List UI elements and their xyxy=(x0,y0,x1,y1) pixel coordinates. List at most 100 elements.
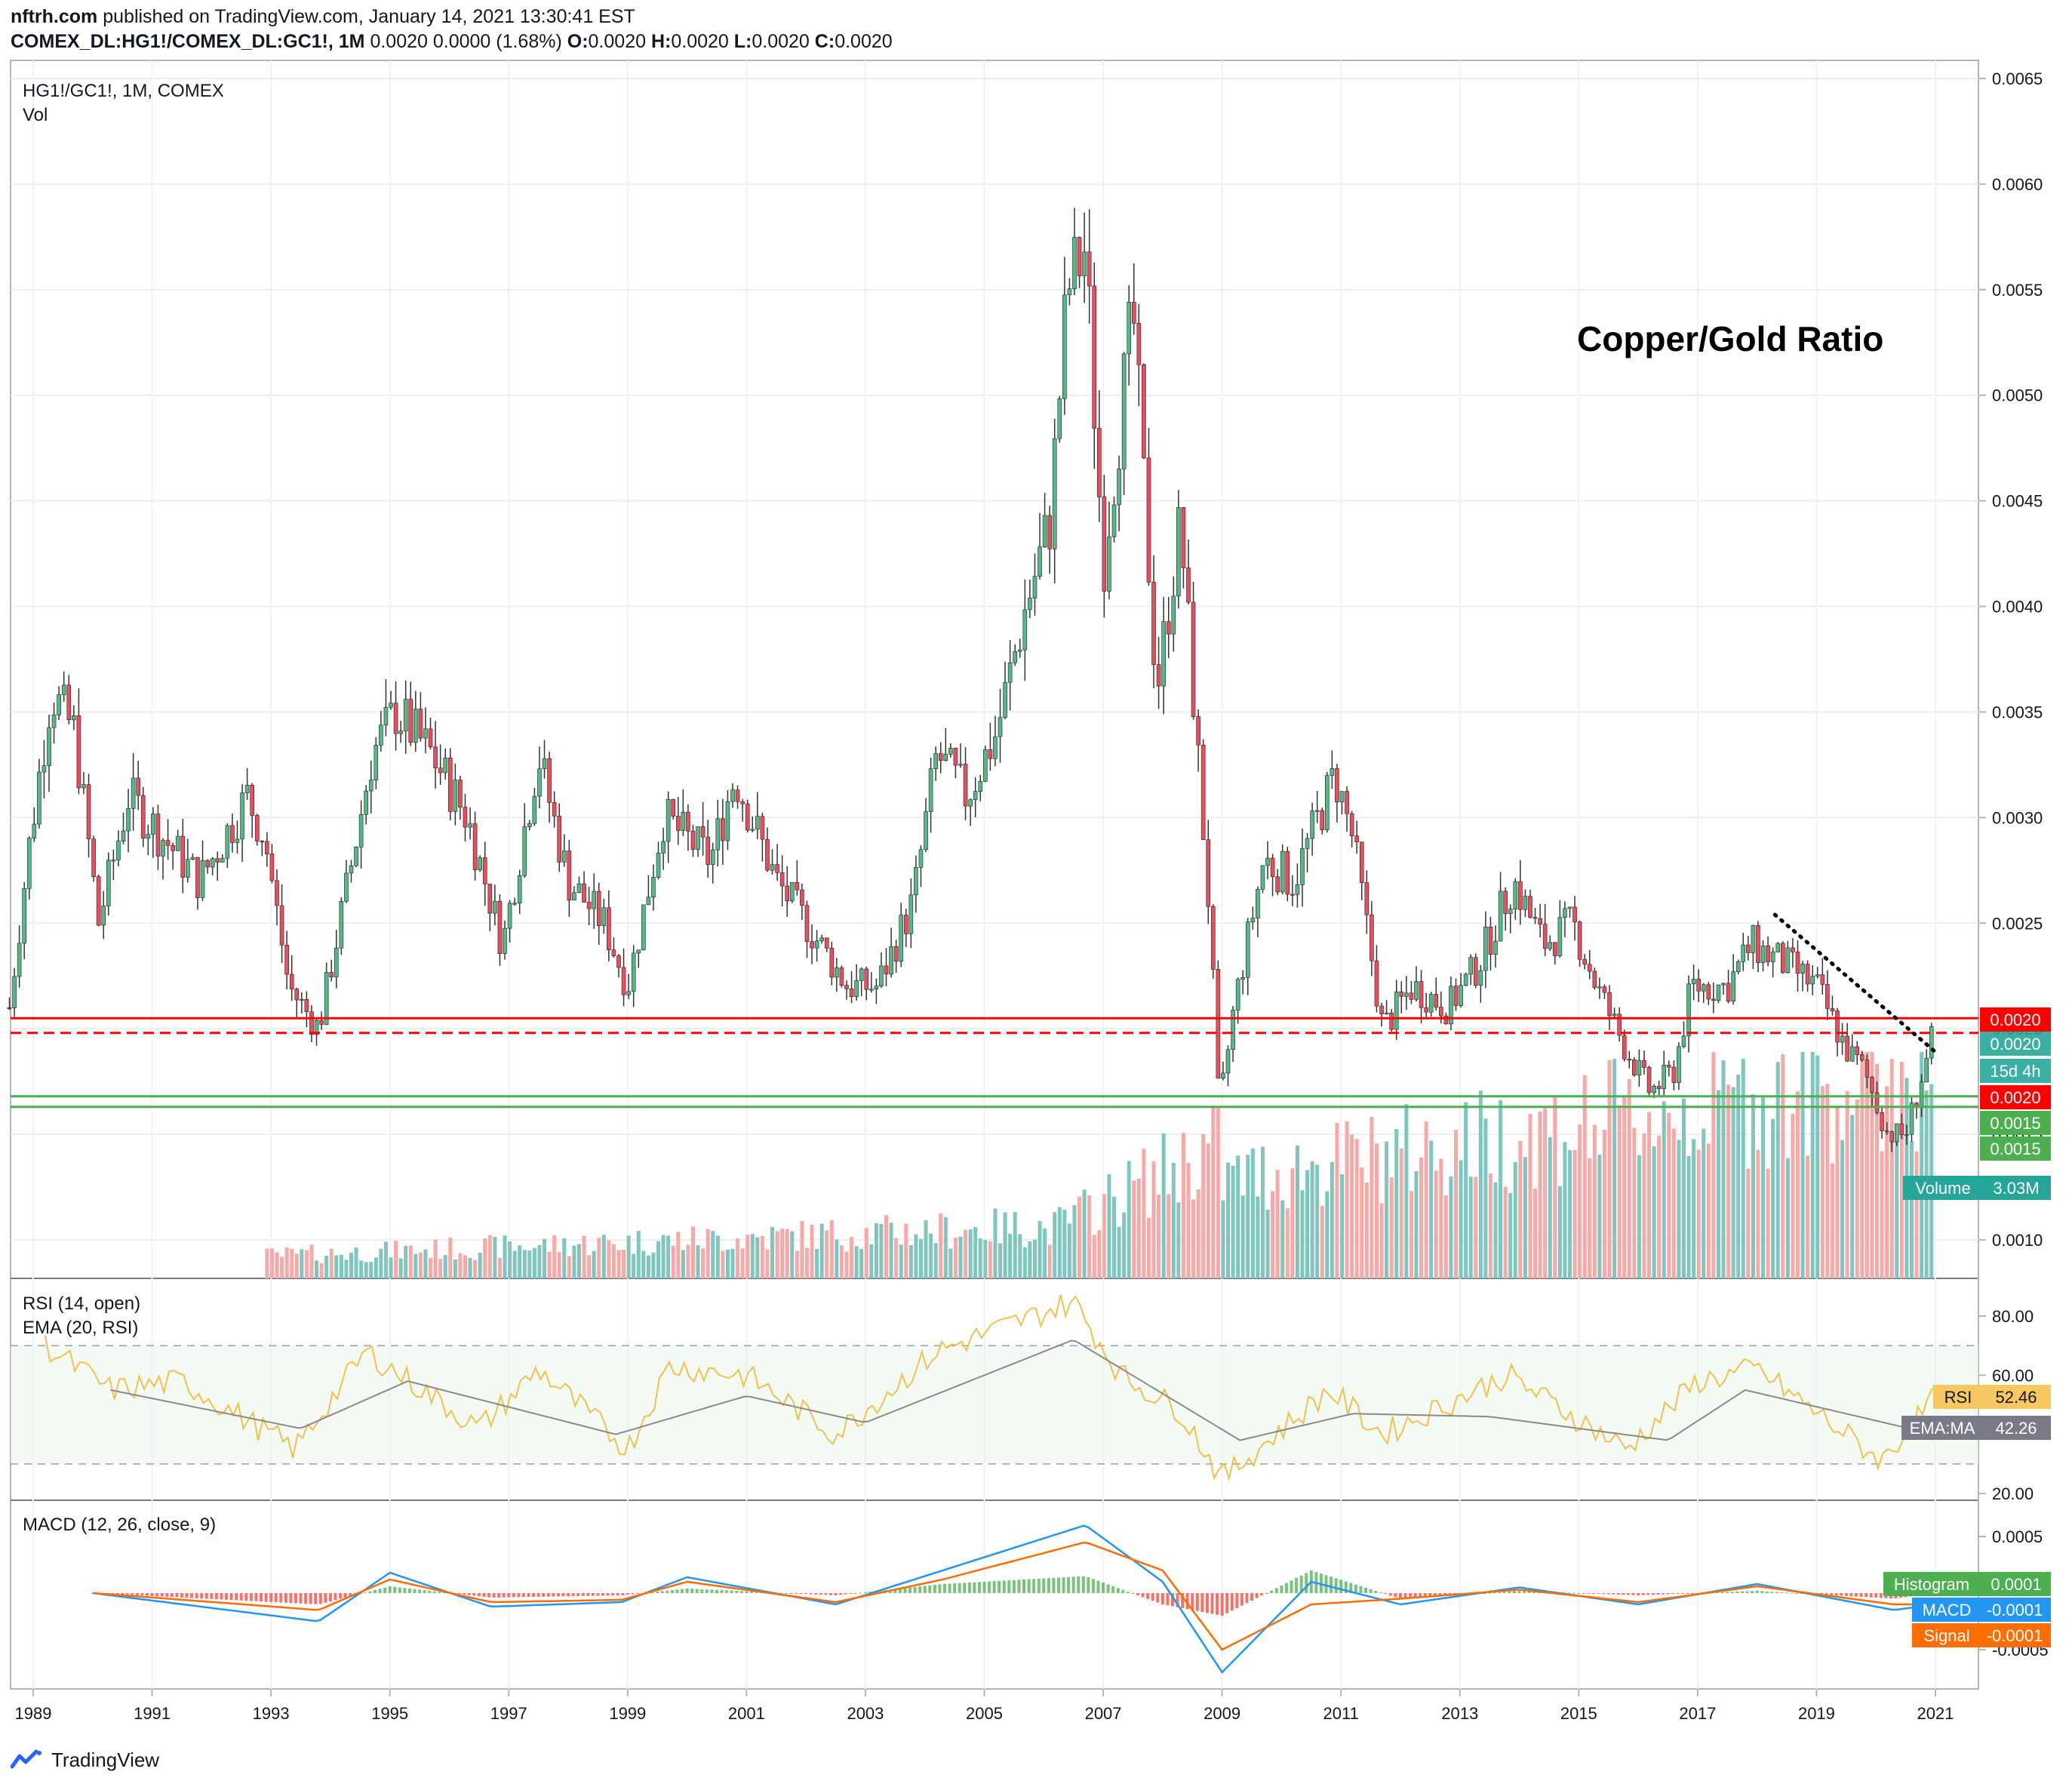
volume-bar xyxy=(1117,1226,1121,1278)
macd-histogram-bar xyxy=(1220,1593,1224,1616)
macd-histogram-bar xyxy=(403,1588,407,1593)
macd-histogram-bar xyxy=(1651,1593,1655,1595)
candle-body xyxy=(1849,1046,1855,1062)
macd-histogram-bar xyxy=(1765,1591,1769,1593)
macd-histogram-bar xyxy=(244,1593,248,1601)
macd-histogram-bar xyxy=(1755,1591,1759,1593)
macd-histogram-bar xyxy=(1820,1593,1824,1595)
volume-bar xyxy=(1191,1199,1196,1278)
tradingview-logo-icon[interactable] xyxy=(11,1749,45,1771)
ema-pane-label[interactable]: EMA (20, RSI) xyxy=(23,1318,138,1338)
volume-bar xyxy=(785,1229,789,1278)
volume-bar xyxy=(1300,1190,1305,1278)
volume-bar xyxy=(269,1248,274,1278)
candle-body xyxy=(1518,881,1523,910)
candle-body xyxy=(314,1020,319,1035)
macd-histogram-bar xyxy=(616,1593,619,1596)
macd-histogram-bar xyxy=(1354,1584,1357,1593)
volume-bars xyxy=(265,1052,1934,1278)
horizontal-lines[interactable] xyxy=(11,1017,1978,1109)
macd-histogram-bar xyxy=(849,1593,853,1594)
volume-bar xyxy=(364,1262,368,1278)
macd-histogram-bar xyxy=(521,1593,525,1598)
macd-histogram-bar xyxy=(1572,1592,1576,1594)
macd-histogram-bar xyxy=(125,1593,129,1595)
candle-body xyxy=(829,948,835,978)
macd-tick-label: 0.0005 xyxy=(1992,1527,2043,1546)
candle-body xyxy=(1082,251,1087,276)
candle-body xyxy=(1370,914,1374,961)
volume-bar xyxy=(933,1243,938,1278)
macd-histogram-bar xyxy=(477,1593,481,1597)
macd-histogram-bar xyxy=(839,1593,843,1595)
volume-bar xyxy=(1399,1148,1403,1278)
main-pane-label[interactable]: HG1!/GC1!, 1M, COMEX xyxy=(23,81,224,101)
macd-histogram-bar xyxy=(418,1589,422,1593)
volume-bar xyxy=(1201,1133,1206,1278)
volume-bar xyxy=(1538,1111,1542,1278)
badge-green-1: 0.0015 xyxy=(1980,1111,2051,1135)
volume-bar xyxy=(1920,1052,1924,1278)
macd-histogram-bar xyxy=(1270,1590,1274,1593)
time-tick-label: 1989 xyxy=(15,1704,52,1723)
macd-histogram-bar xyxy=(1844,1593,1848,1596)
candle-body xyxy=(1087,251,1092,287)
macd-histogram-bar xyxy=(220,1593,223,1600)
candle-body xyxy=(17,943,22,977)
volume-bar xyxy=(780,1229,785,1278)
price-tick-label: 0.0040 xyxy=(1992,598,2043,617)
candle-body xyxy=(1191,601,1196,717)
publisher-name[interactable]: nftrh.com xyxy=(11,6,98,27)
macd-histogram-bar xyxy=(115,1593,119,1595)
volume-bar xyxy=(339,1254,343,1278)
rsi-pane-label[interactable]: RSI (14, open) xyxy=(23,1293,140,1314)
candle-body xyxy=(903,915,908,934)
macd-histogram-bar xyxy=(135,1593,139,1595)
trendline[interactable] xyxy=(1772,912,1938,1054)
time-axis[interactable]: 1989 1991 1993 1995 1997 1999 2001 2003 2005 2007… xyxy=(15,1689,1954,1723)
volume-bar xyxy=(1889,1059,1894,1278)
volume-bar xyxy=(869,1244,874,1278)
candle-body xyxy=(725,801,730,841)
volume-bar xyxy=(1875,1063,1880,1278)
vol-pane-label[interactable]: Vol xyxy=(23,105,48,125)
volume-bar xyxy=(1880,1151,1884,1278)
candle-body xyxy=(235,838,240,843)
macd-histogram-bar xyxy=(1730,1592,1734,1593)
time-tick-label: 1999 xyxy=(609,1704,646,1723)
macd-histogram-bar xyxy=(1245,1593,1249,1604)
candle-body xyxy=(666,798,671,842)
macd-histogram-bar xyxy=(1210,1593,1214,1614)
price-tick-label: 0.0050 xyxy=(1992,386,2043,405)
candle-body xyxy=(527,823,532,827)
macd-histogram-bar xyxy=(1200,1593,1204,1612)
candle-body xyxy=(1874,1092,1880,1113)
candle-body xyxy=(91,838,96,877)
tradingview-brand[interactable]: TradingView xyxy=(51,1748,160,1771)
macd-histogram-bar xyxy=(690,1589,694,1593)
signal-line xyxy=(92,1541,1935,1651)
volume-bar xyxy=(1756,1149,1760,1278)
volume-bar xyxy=(473,1260,478,1278)
volume-bar xyxy=(1761,1097,1766,1278)
macd-histogram-bar xyxy=(923,1586,927,1593)
candle-body xyxy=(1156,664,1161,687)
volume-bar xyxy=(810,1224,814,1278)
volume-bar xyxy=(1250,1148,1255,1278)
candle-body xyxy=(334,947,339,977)
macd-histogram-bar xyxy=(1116,1588,1120,1593)
macd-histogram-bar xyxy=(809,1593,813,1595)
volume-bar xyxy=(1424,1121,1428,1278)
symbol-name[interactable]: COMEX_DL:HG1!/COMEX_DL:GC1!, 1M xyxy=(11,31,365,52)
time-tick-label: 2009 xyxy=(1204,1704,1240,1723)
volume-bar xyxy=(924,1220,928,1278)
macd-pane-label[interactable]: MACD (12, 26, close, 9) xyxy=(23,1515,216,1535)
macd-histogram-bar xyxy=(695,1589,699,1593)
volume-bar xyxy=(1018,1234,1022,1278)
chart-header: nftrh.com published on TradingView.com, … xyxy=(11,5,2048,57)
volume-bar xyxy=(443,1255,447,1278)
macd-histogram-bar xyxy=(368,1591,372,1593)
volume-bar xyxy=(1736,1074,1741,1278)
badge-ema-label: EMA:MA xyxy=(1910,1419,1975,1438)
